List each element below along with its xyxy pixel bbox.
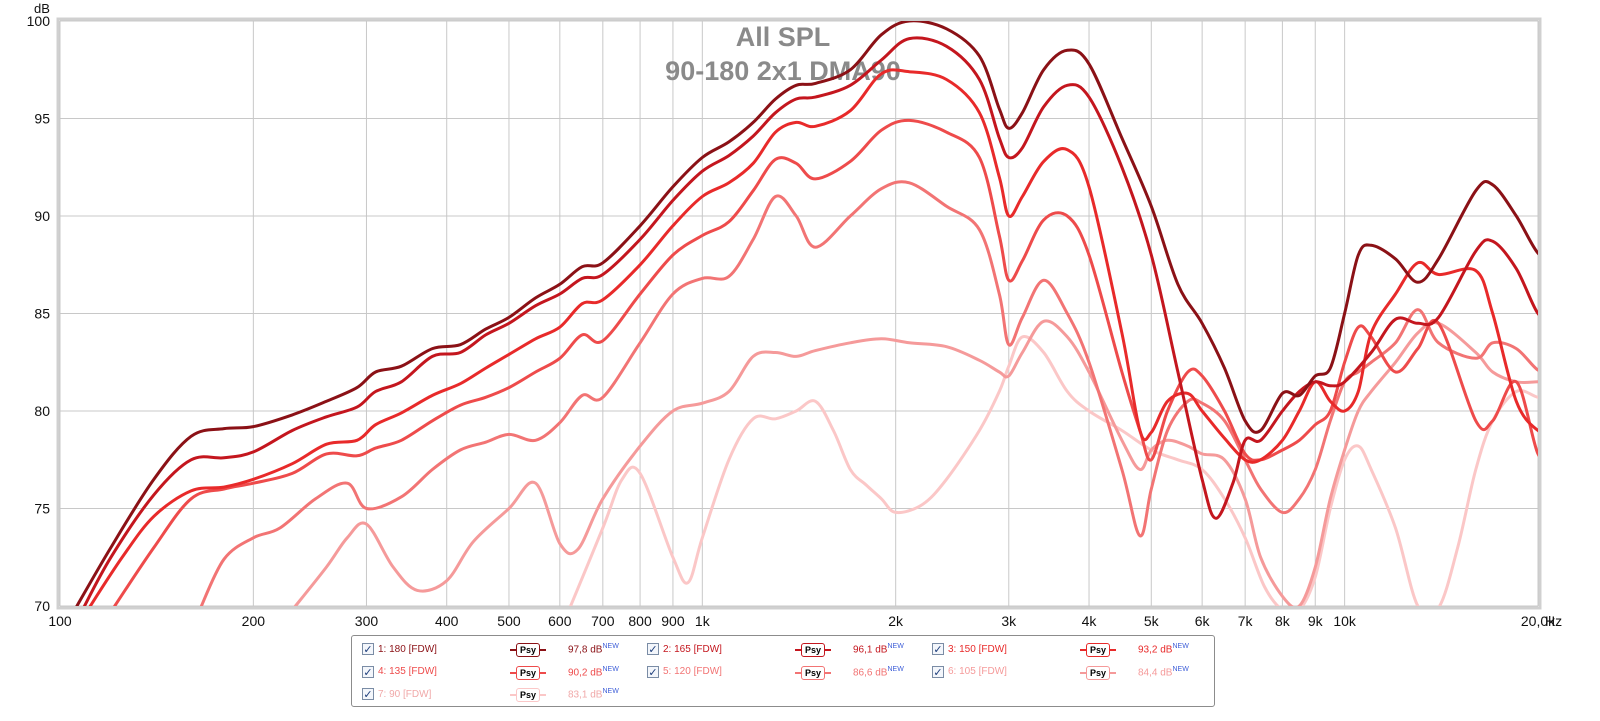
x-tick-label: 2k: [888, 613, 904, 629]
legend-checkbox[interactable]: ✓: [932, 665, 944, 679]
y-tick-label: 75: [34, 501, 50, 517]
legend-value-tag: NEW: [602, 643, 619, 650]
legend-item[interactable]: ✓ 1: 180 [FDW]: [362, 640, 437, 658]
series-line-2: [82, 36, 1538, 606]
legend-average-value: 90,2 dBNEW: [568, 666, 619, 678]
legend-series-name: 4: 135 [FDW]: [378, 666, 437, 677]
legend-value-tag: NEW: [1172, 665, 1189, 673]
legend-series-name: 6: 105 [FDW]: [948, 666, 1007, 677]
legend-checkbox[interactable]: ✓: [362, 643, 374, 656]
legend-average-value: 84,4 dBNEW: [1138, 666, 1189, 678]
y-axis: dB 70 75 80 85 90 95 100: [27, 1, 51, 614]
legend-value-text: 93,2 dB: [1138, 644, 1173, 656]
legend-value-tag: NEW: [602, 688, 619, 695]
legend-series-name: 2: 165 [FDW]: [663, 643, 722, 655]
legend-average-value: 96,1 dBNEW: [853, 643, 904, 655]
x-tick-label: 8k: [1275, 613, 1291, 629]
y-tick-label: 80: [34, 403, 50, 419]
legend-checkbox[interactable]: ✓: [932, 643, 944, 656]
legend-item[interactable]: ✓ 3: 150 [FDW]: [932, 640, 1007, 658]
legend-series-name: 7: 90 [FDW]: [378, 688, 432, 700]
legend-series-name: 5: 120 [FDW]: [663, 666, 722, 677]
x-tick-label: 100: [48, 613, 72, 629]
x-tick-label: 700: [591, 613, 615, 629]
x-tick-label: 20,0k: [1521, 613, 1556, 629]
psy-smoothing-icon[interactable]: Psy: [1080, 642, 1116, 658]
legend-checkbox[interactable]: ✓: [362, 688, 374, 701]
legend-value-text: 96,1 dB: [853, 644, 888, 656]
y-tick-label: 85: [34, 306, 50, 322]
psy-smoothing-icon[interactable]: Psy: [510, 642, 546, 658]
x-tick-label: 400: [435, 613, 459, 629]
legend: ✓ 1: 180 [FDW] Psy 97,8 dBNEW ✓ 2: 165 [FDW] P…: [351, 635, 1215, 707]
x-tick-label: 4k: [1082, 613, 1098, 629]
series-line-3: [88, 68, 1538, 606]
legend-value-text: 90,2 dB: [568, 666, 603, 678]
legend-item[interactable]: ✓ 2: 165 [FDW]: [647, 640, 722, 658]
legend-value-tag: NEW: [602, 665, 619, 673]
x-tick-label: 5k: [1144, 613, 1160, 629]
legend-item[interactable]: ✓ 4: 135 [FDW]: [362, 663, 437, 681]
legend-average-value: 83,1 dBNEW: [568, 688, 619, 700]
legend-item[interactable]: ✓ 5: 120 [FDW]: [647, 663, 722, 681]
y-tick-label: 70: [34, 598, 50, 614]
y-tick-label: 90: [34, 208, 50, 224]
x-tick-label: 200: [242, 613, 266, 629]
legend-checkbox[interactable]: ✓: [362, 665, 374, 679]
series-line-6: [293, 319, 1538, 606]
x-tick-label: 6k: [1195, 613, 1211, 629]
y-tick-label: 95: [34, 111, 50, 127]
x-axis: Hz 100 200 300 400 500 600 700 800 900 1k 2k 3k 4k 5k…: [48, 613, 1562, 629]
series-line-7: [568, 335, 1538, 606]
x-tick-label: 800: [628, 613, 652, 629]
legend-item[interactable]: ✓ 6: 105 [FDW]: [932, 663, 1007, 681]
legend-value-text: 83,1 dB: [568, 689, 603, 701]
x-tick-label: 10k: [1333, 613, 1357, 629]
x-tick-label: 7k: [1238, 613, 1254, 629]
legend-series-name: 1: 180 [FDW]: [378, 643, 437, 655]
x-tick-label: 300: [355, 613, 379, 629]
chart-title: All SPL 90-180 2x1 DMA90: [665, 22, 901, 86]
legend-series-name: 3: 150 [FDW]: [948, 643, 1007, 655]
legend-average-value: 86,6 dBNEW: [853, 666, 904, 678]
psy-smoothing-icon[interactable]: Psy: [510, 687, 546, 703]
x-tick-label: 3k: [1001, 613, 1017, 629]
series-line-1: [75, 21, 1538, 606]
x-tick-label: 1k: [695, 613, 711, 629]
legend-item[interactable]: ✓ 7: 90 [FDW]: [362, 685, 431, 703]
x-tick-label: 500: [497, 613, 521, 629]
legend-average-value: 93,2 dBNEW: [1138, 643, 1189, 655]
title-line-1: All SPL: [736, 22, 831, 52]
x-axis-unit: Hz: [1545, 613, 1562, 629]
x-tick-label: 9k: [1308, 613, 1324, 629]
title-line-2: 90-180 2x1 DMA90: [665, 56, 901, 86]
legend-checkbox[interactable]: ✓: [647, 665, 659, 679]
legend-checkbox[interactable]: ✓: [647, 643, 659, 656]
psy-smoothing-icon[interactable]: Psy: [795, 665, 831, 681]
legend-value-tag: NEW: [887, 665, 904, 673]
psy-smoothing-icon[interactable]: Psy: [795, 642, 831, 658]
legend-value-text: 84,4 dB: [1138, 666, 1173, 678]
legend-value-text: 86,6 dB: [853, 666, 888, 678]
psy-smoothing-icon[interactable]: Psy: [510, 665, 546, 681]
legend-average-value: 97,8 dBNEW: [568, 643, 619, 655]
y-axis-unit: dB: [34, 1, 50, 16]
x-tick-label: 900: [661, 613, 685, 629]
legend-value-tag: NEW: [887, 643, 904, 650]
psy-smoothing-icon[interactable]: Psy: [1080, 665, 1116, 681]
series-lines: [75, 21, 1538, 606]
y-tick-label: 100: [27, 13, 51, 29]
legend-value-tag: NEW: [1172, 643, 1189, 650]
legend-value-text: 97,8 dB: [568, 644, 603, 656]
plot-frame: [56, 17, 1542, 610]
series-line-4: [112, 118, 1538, 606]
x-tick-label: 600: [548, 613, 572, 629]
